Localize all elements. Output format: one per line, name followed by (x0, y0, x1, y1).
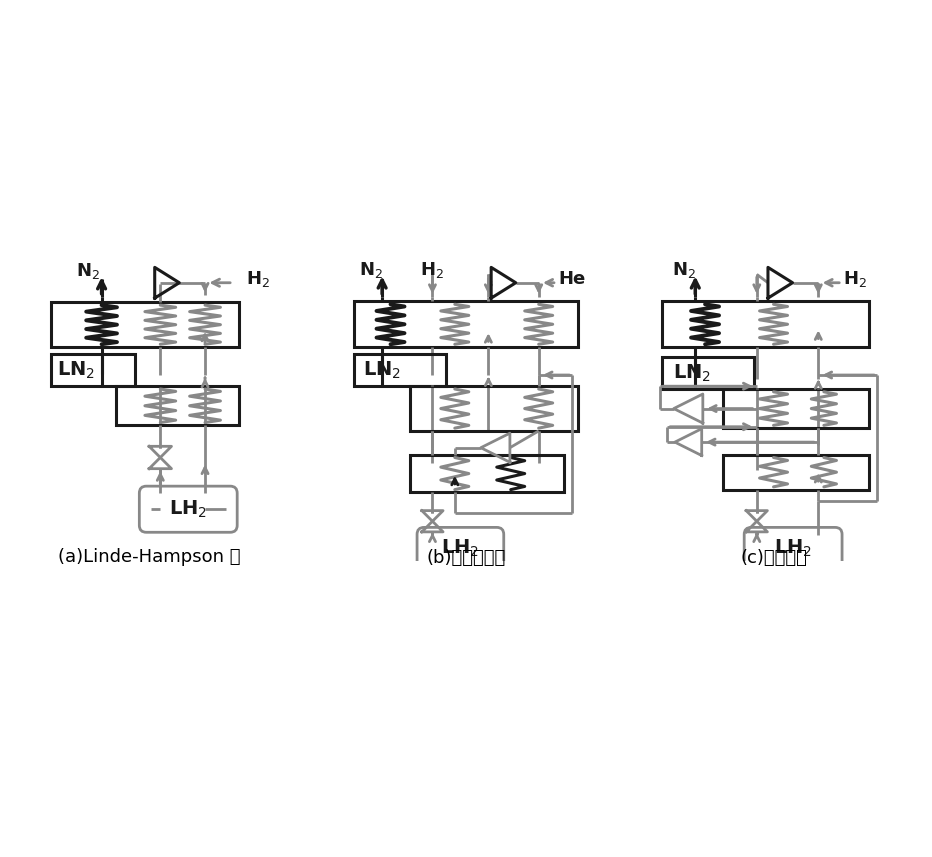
Bar (116, 387, 239, 425)
Text: (b)逆布雷顿法: (b)逆布雷顿法 (426, 548, 506, 566)
Bar (354, 354, 446, 387)
Text: H$_2$: H$_2$ (246, 269, 269, 290)
Bar (662, 357, 754, 389)
Text: H$_2$: H$_2$ (843, 269, 868, 290)
Text: LH$_2$: LH$_2$ (442, 537, 479, 559)
Text: LN$_2$: LN$_2$ (363, 359, 401, 381)
Text: N$_2$: N$_2$ (359, 261, 383, 280)
Text: N$_2$: N$_2$ (672, 261, 696, 280)
Bar (723, 389, 869, 428)
Text: LH$_2$: LH$_2$ (774, 537, 812, 559)
Bar (51, 303, 239, 347)
Text: LN$_2$: LN$_2$ (674, 363, 711, 384)
Bar (51, 354, 135, 387)
Text: H$_2$: H$_2$ (420, 261, 445, 280)
Text: LN$_2$: LN$_2$ (58, 359, 95, 381)
Text: (c)克劳德法: (c)克劳德法 (740, 548, 807, 566)
Text: (a)Linde-Hampson 法: (a)Linde-Hampson 法 (58, 548, 240, 566)
Bar (410, 455, 564, 493)
Text: He: He (558, 271, 585, 289)
Text: LH$_2$: LH$_2$ (170, 499, 207, 520)
Bar (723, 455, 869, 489)
Bar (354, 302, 578, 347)
Text: N$_2$: N$_2$ (75, 261, 100, 281)
Bar (662, 302, 869, 347)
Bar (410, 387, 578, 431)
